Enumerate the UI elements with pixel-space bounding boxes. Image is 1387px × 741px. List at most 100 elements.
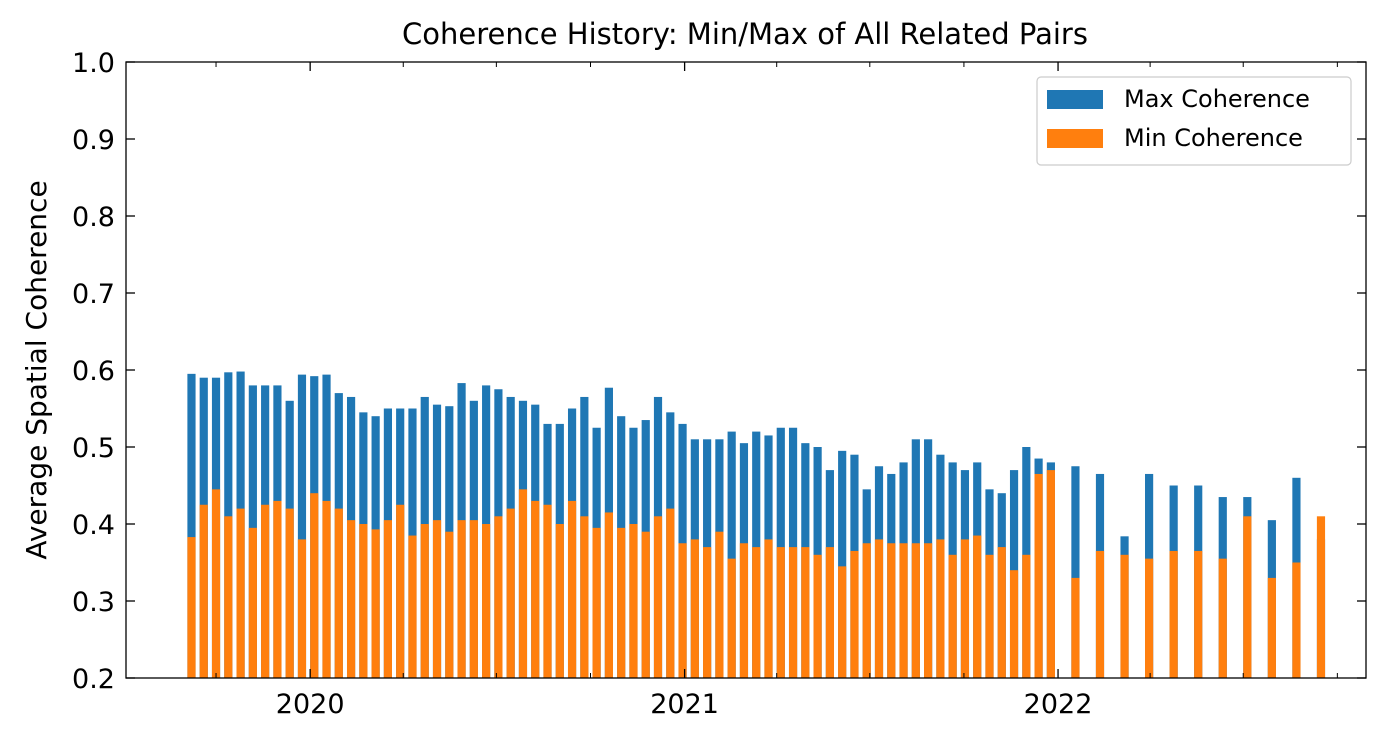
bar-min <box>653 516 663 678</box>
legend: Max Coherence Min Coherence <box>1036 76 1352 166</box>
bar-min <box>346 520 356 678</box>
y-axis-label: Average Spatial Coherence <box>20 180 53 559</box>
y-tick-label: 0.7 <box>72 279 115 310</box>
bar-min <box>580 516 589 678</box>
bar-min <box>273 500 282 678</box>
bar-min <box>531 500 540 678</box>
bar-max <box>187 373 196 678</box>
bar-min <box>850 550 859 678</box>
bar-min <box>788 547 798 678</box>
bar-min <box>359 524 368 678</box>
bar-min <box>1267 577 1276 678</box>
bar-min <box>457 520 466 678</box>
bar-min <box>261 504 270 678</box>
x-tick-label: 2022 <box>1024 689 1093 720</box>
bar-min <box>617 527 626 678</box>
bar-min <box>236 508 245 678</box>
bar-min <box>629 524 638 678</box>
bar-min <box>310 493 319 678</box>
bar-min <box>727 558 736 678</box>
bar-max <box>838 450 847 678</box>
bar-min <box>592 527 601 678</box>
bar-min <box>1034 473 1043 678</box>
y-tick-label: 0.5 <box>72 433 115 464</box>
y-tick-label: 0.9 <box>72 125 115 156</box>
bar-min <box>285 508 294 678</box>
bar-min <box>1071 577 1080 678</box>
bar-min <box>764 539 773 678</box>
bar-min <box>739 543 749 678</box>
y-tick-label: 0.8 <box>72 202 115 233</box>
plot-frame <box>125 61 1367 679</box>
bar-min <box>936 539 945 678</box>
bar-min <box>1243 516 1252 678</box>
y-tick-label: 0.2 <box>72 664 115 695</box>
bar-min <box>997 547 1006 678</box>
bar-min <box>776 547 785 678</box>
bar-min <box>862 543 871 678</box>
bar-min <box>899 543 908 678</box>
ticks-layer: 0.2 0.3 0.4 0.5 0.6 0.7 0.8 0.9 1.0 2020 2021 2022 <box>72 48 1366 720</box>
bar-min <box>1046 470 1055 678</box>
y-tick-label: 0.4 <box>72 510 115 541</box>
bar-min <box>494 516 503 678</box>
bar-min <box>1022 554 1031 678</box>
bar-min <box>604 512 613 678</box>
bar-min <box>199 504 208 678</box>
y-tick-label: 1.0 <box>72 48 115 79</box>
bar-min <box>322 500 331 678</box>
bar-min <box>543 504 552 678</box>
bar-min <box>874 539 884 678</box>
bar-min <box>1169 550 1178 678</box>
bar-min <box>371 529 380 678</box>
bar-min <box>420 524 429 678</box>
bar-min <box>973 535 982 678</box>
bar-min <box>703 547 712 678</box>
legend-swatch-max <box>1047 90 1103 109</box>
bar-min <box>187 537 196 678</box>
bar-min <box>396 504 405 678</box>
bar-max <box>727 431 736 678</box>
x-tick-label: 2020 <box>276 689 345 720</box>
chart-title: Coherence History: Min/Max of All Relate… <box>402 17 1088 51</box>
bar-min <box>482 524 491 678</box>
bar-min <box>408 535 417 678</box>
bar-min <box>432 520 442 678</box>
bar-min <box>445 531 454 678</box>
bar-min <box>555 524 564 678</box>
bar-min <box>924 543 933 678</box>
bar-min <box>960 539 970 678</box>
y-tick-label: 0.6 <box>72 356 115 387</box>
bar-min <box>752 547 761 678</box>
legend-box <box>1036 76 1352 166</box>
bar-min <box>715 531 724 678</box>
x-tick-label: 2021 <box>650 689 719 720</box>
bar-min <box>334 508 343 678</box>
bar-min <box>825 547 834 678</box>
bar-min <box>838 566 847 678</box>
bar-min <box>985 554 994 678</box>
bar-min <box>469 520 478 678</box>
legend-label-max: Max Coherence <box>1124 85 1310 113</box>
bar-min <box>248 527 257 678</box>
bar-min <box>518 489 528 678</box>
bar-min <box>567 500 577 678</box>
bar-max <box>1071 466 1080 678</box>
bar-min <box>801 547 810 678</box>
bar-min <box>666 508 675 678</box>
bar-min <box>1194 550 1203 678</box>
bar-min <box>678 543 687 678</box>
bar-min <box>1316 516 1326 678</box>
bar-min <box>1009 570 1019 678</box>
bar-max <box>297 374 307 678</box>
bar-min <box>911 543 920 678</box>
bar-min <box>297 539 307 678</box>
bar-min <box>948 554 957 678</box>
bar-min <box>1145 558 1154 678</box>
bar-min <box>813 554 822 678</box>
bar-min <box>690 539 699 678</box>
y-tick-label: 0.3 <box>72 587 115 618</box>
legend-swatch-min <box>1047 129 1103 148</box>
bar-min <box>641 531 650 678</box>
